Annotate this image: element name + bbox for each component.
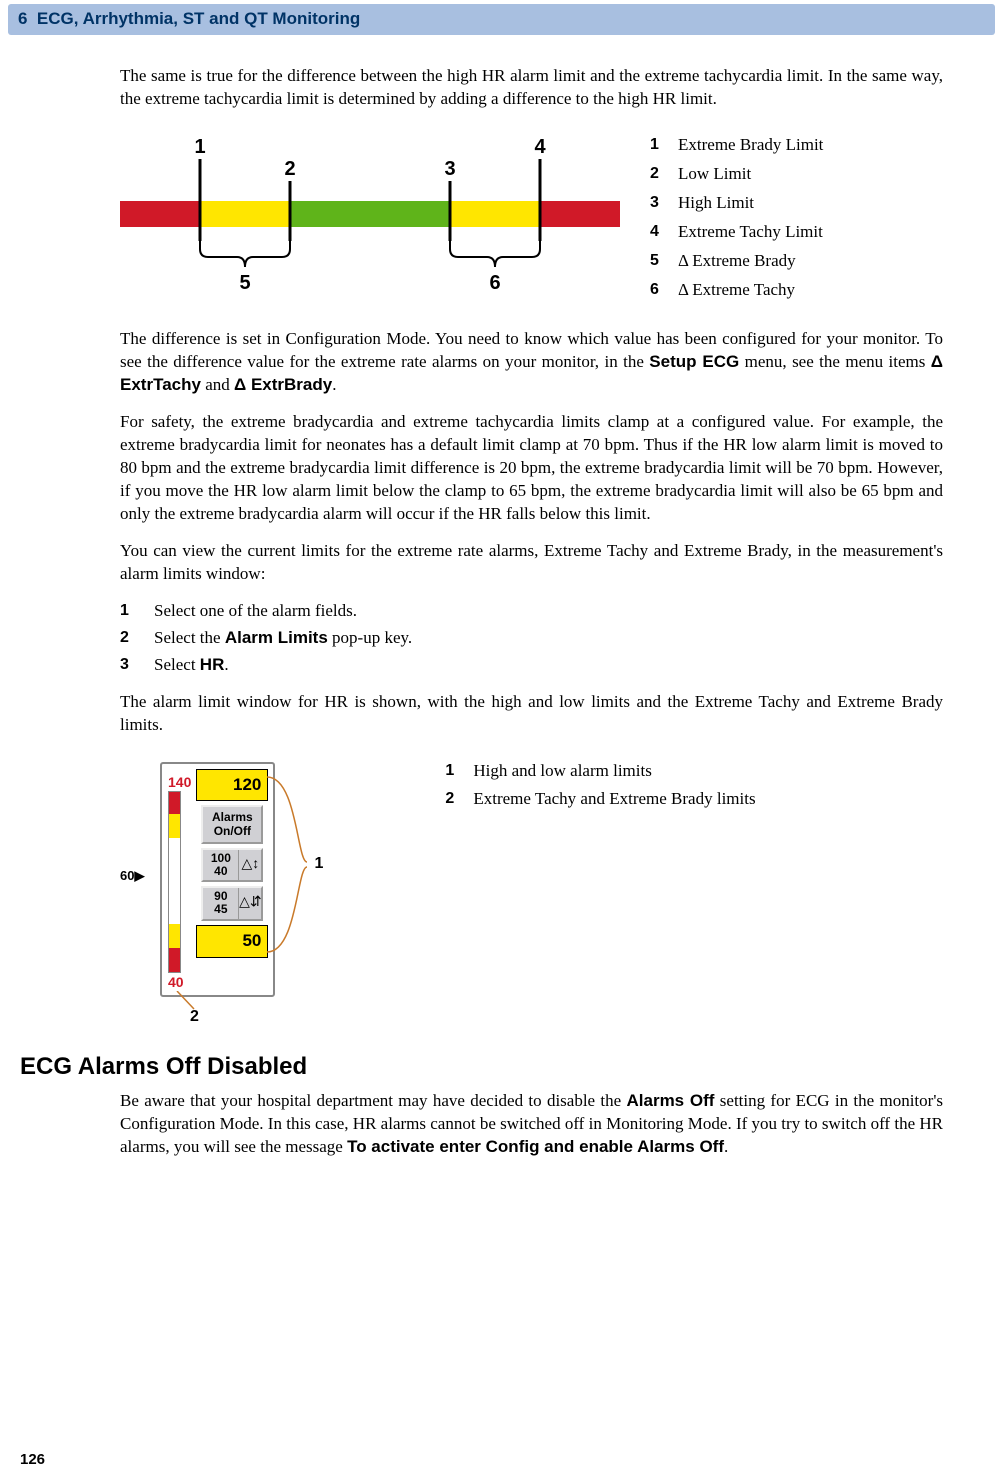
val: 100 bbox=[211, 851, 231, 865]
legend-text: Low Limit bbox=[678, 160, 833, 189]
legend-text: Extreme Brady Limit bbox=[678, 131, 833, 160]
narrow-icon: △⇵ bbox=[238, 888, 261, 918]
step-number: 2 bbox=[120, 627, 154, 650]
expand-icon: △↕ bbox=[238, 850, 261, 880]
step: 3Select HR. bbox=[120, 654, 943, 677]
button-label: Alarms On/Off bbox=[212, 810, 253, 837]
pointer-value: 60 bbox=[120, 868, 134, 883]
figure-1-legend: 1Extreme Brady Limit2Low Limit3High Limi… bbox=[650, 131, 833, 305]
chapter-header: 6 ECG, Arrhythmia, ST and QT Monitoring bbox=[8, 4, 995, 35]
val: 40 bbox=[214, 864, 227, 878]
svg-text:2: 2 bbox=[284, 158, 295, 180]
legend-text: Extreme Tachy and Extreme Brady limits bbox=[473, 785, 765, 814]
legend-text: Δ Extreme Brady bbox=[678, 247, 833, 276]
alarm-limits-window-figure: 140 40 120 Alarms On/Off 10040 △↕ bbox=[120, 757, 305, 1026]
step: 1Select one of the alarm fields. bbox=[120, 600, 943, 623]
content: The same is true for the difference betw… bbox=[0, 35, 1003, 1159]
callout-2-line bbox=[172, 991, 202, 1011]
lo-limit-button[interactable]: 50 bbox=[196, 925, 268, 958]
figure-1-row: 1234 56 1Extreme Brady Limit2Low Limit3H… bbox=[120, 131, 943, 305]
step-text: Select HR. bbox=[154, 654, 229, 677]
paragraph: The difference is set in Configuration M… bbox=[120, 328, 943, 397]
limits-bar-figure: 1 2 3 4 5 6 bbox=[120, 131, 620, 301]
ui-term: Alarms Off bbox=[627, 1091, 715, 1110]
ui-term: Δ ExtrBrady bbox=[234, 375, 332, 394]
ui-term: To activate enter Config and enable Alar… bbox=[347, 1137, 724, 1156]
legend-num: 4 bbox=[650, 218, 678, 247]
page: 6 ECG, Arrhythmia, ST and QT Monitoring … bbox=[0, 4, 1003, 1480]
chapter-number: 6 bbox=[18, 9, 27, 28]
ui-term: Setup ECG bbox=[649, 352, 739, 371]
figure-2-legend: 1High and low alarm limits2Extreme Tachy… bbox=[445, 757, 765, 815]
val: 90 bbox=[214, 889, 227, 903]
lo-red-label: 40 bbox=[168, 973, 191, 992]
step: 2Select the Alarm Limits pop-up key. bbox=[120, 627, 943, 650]
legend-row: 1Extreme Brady Limit bbox=[650, 131, 833, 160]
step-text: Select the Alarm Limits pop-up key. bbox=[154, 627, 412, 650]
paragraph: The alarm limit window for HR is shown, … bbox=[120, 691, 943, 737]
step-number: 1 bbox=[120, 600, 154, 623]
hi-limit-button[interactable]: 120 bbox=[196, 769, 268, 802]
chapter-title: ECG, Arrhythmia, ST and QT Monitoring bbox=[37, 9, 360, 28]
legend-row: 5Δ Extreme Brady bbox=[650, 247, 833, 276]
legend-text: High and low alarm limits bbox=[473, 757, 765, 786]
svg-text:1: 1 bbox=[194, 136, 205, 158]
legend-row: 3High Limit bbox=[650, 189, 833, 218]
text: menu, see the menu items bbox=[739, 352, 931, 371]
callout-lines bbox=[267, 767, 317, 977]
paragraph: The same is true for the difference betw… bbox=[120, 65, 943, 111]
text: . bbox=[724, 1137, 728, 1156]
legend-num: 5 bbox=[650, 247, 678, 276]
alarms-onoff-button[interactable]: Alarms On/Off bbox=[201, 805, 263, 843]
limits-color-bar bbox=[168, 791, 181, 973]
text: and bbox=[201, 375, 234, 394]
wide-limits-button[interactable]: 10040 △↕ bbox=[201, 848, 263, 882]
val: 45 bbox=[214, 902, 227, 916]
steps-list: 1Select one of the alarm fields.2Select … bbox=[120, 600, 943, 677]
figure-2-row: 140 40 120 Alarms On/Off 10040 △↕ bbox=[120, 757, 943, 1026]
pointer-label: 60▶ bbox=[120, 867, 144, 885]
paragraph: Be aware that your hospital department m… bbox=[120, 1090, 943, 1159]
legend-text: High Limit bbox=[678, 189, 833, 218]
step-text: Select one of the alarm fields. bbox=[154, 600, 357, 623]
svg-text:6: 6 bbox=[489, 272, 500, 294]
svg-text:4: 4 bbox=[534, 136, 546, 158]
section-heading: ECG Alarms Off Disabled bbox=[20, 1051, 943, 1083]
legend-num: 6 bbox=[650, 276, 678, 305]
alarm-limits-panel: 140 40 120 Alarms On/Off 10040 △↕ bbox=[160, 762, 275, 998]
paragraph: You can view the current limits for the … bbox=[120, 540, 943, 586]
legend-text: Extreme Tachy Limit bbox=[678, 218, 833, 247]
legend-row: 6Δ Extreme Tachy bbox=[650, 276, 833, 305]
text: Be aware that your hospital department m… bbox=[120, 1091, 627, 1110]
legend-num: 1 bbox=[445, 757, 473, 786]
legend-num: 3 bbox=[650, 189, 678, 218]
legend-row: 2Extreme Tachy and Extreme Brady limits bbox=[445, 785, 765, 814]
legend-text: Δ Extreme Tachy bbox=[678, 276, 833, 305]
text: . bbox=[332, 375, 336, 394]
page-number: 126 bbox=[20, 1450, 45, 1470]
legend-row: 2Low Limit bbox=[650, 160, 833, 189]
hi-red-label: 140 bbox=[168, 773, 191, 792]
step-number: 3 bbox=[120, 654, 154, 677]
paragraph: For safety, the extreme bradycardia and … bbox=[120, 411, 943, 526]
svg-text:5: 5 bbox=[239, 272, 250, 294]
legend-num: 2 bbox=[445, 785, 473, 814]
legend-num: 2 bbox=[650, 160, 678, 189]
svg-text:3: 3 bbox=[444, 158, 455, 180]
narrow-limits-button[interactable]: 9045 △⇵ bbox=[201, 886, 263, 920]
legend-num: 1 bbox=[650, 131, 678, 160]
legend-row: 4Extreme Tachy Limit bbox=[650, 218, 833, 247]
legend-row: 1High and low alarm limits bbox=[445, 757, 765, 786]
